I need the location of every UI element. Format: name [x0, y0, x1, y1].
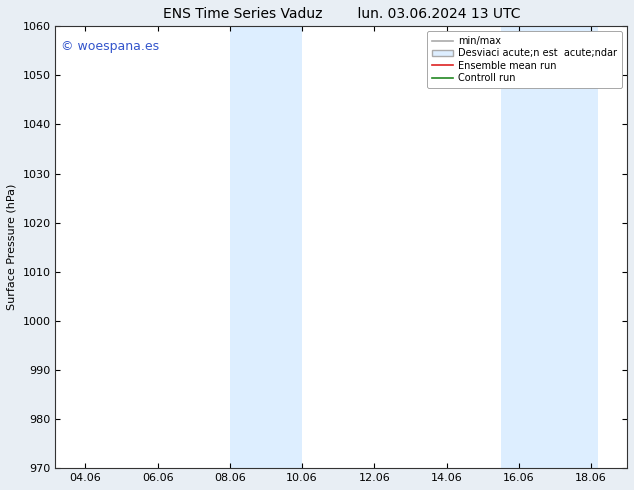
Y-axis label: Surface Pressure (hPa): Surface Pressure (hPa)	[7, 184, 17, 311]
Title: ENS Time Series Vaduz        lun. 03.06.2024 13 UTC: ENS Time Series Vaduz lun. 03.06.2024 13…	[162, 7, 520, 21]
Text: © woespana.es: © woespana.es	[61, 40, 159, 52]
Bar	[501, 26, 598, 468]
Legend: min/max, Desviaci acute;n est  acute;ndar, Ensemble mean run, Controll run: min/max, Desviaci acute;n est acute;ndar…	[427, 31, 622, 88]
Bar	[230, 26, 302, 468]
